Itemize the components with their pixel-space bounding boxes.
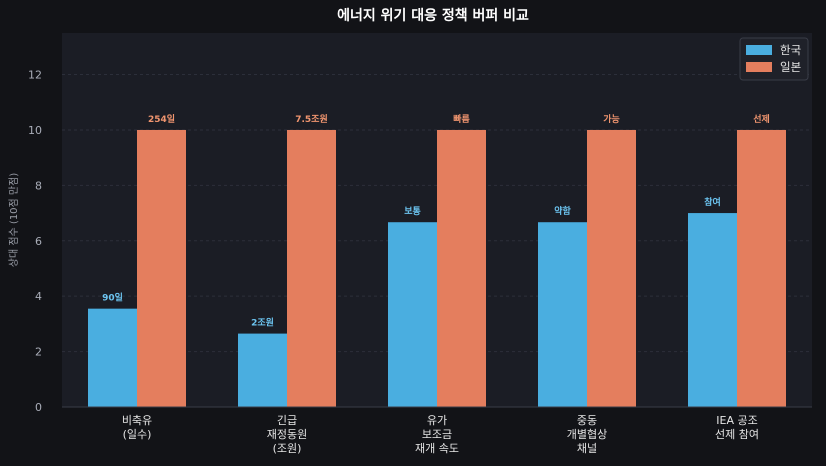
legend-label: 일본 bbox=[780, 60, 801, 74]
y-tick-label: 10 bbox=[28, 124, 42, 137]
x-axis-categories: 비축유 (일수) 긴급 재정동원 (조원) 유가 보조금 재개 속도 중동 개별협상 채널 IEA 공… bbox=[122, 414, 759, 455]
bar-한국-0 bbox=[88, 308, 137, 407]
y-tick-label: 8 bbox=[35, 179, 42, 192]
bar-한국-4 bbox=[688, 213, 737, 407]
data-label: 90일 bbox=[102, 292, 123, 304]
y-tick-label: 4 bbox=[35, 290, 42, 303]
data-label: 가능 bbox=[603, 113, 620, 125]
x-category-label: IEA 공조 선제 참여 bbox=[715, 414, 759, 441]
data-label: 참여 bbox=[704, 196, 721, 208]
x-category-label: 유가 보조금 재개 속도 bbox=[415, 414, 459, 455]
bars bbox=[62, 129, 812, 408]
y-tick-label: 12 bbox=[28, 69, 42, 82]
legend-swatch bbox=[746, 45, 772, 55]
y-tick-label: 6 bbox=[35, 235, 42, 248]
y-axis-label: 상대 점수 (10점 만점) bbox=[8, 173, 20, 268]
y-tick-label: 2 bbox=[35, 346, 42, 359]
bar-일본-2 bbox=[437, 129, 486, 408]
data-label: 보통 bbox=[404, 206, 421, 217]
data-label: 빠름 bbox=[453, 113, 470, 125]
x-category-label: 긴급 재정동원 (조원) bbox=[267, 414, 307, 455]
bar-일본-1 bbox=[287, 129, 336, 408]
bar-한국-3 bbox=[538, 222, 587, 407]
data-label: 7.5조원 bbox=[295, 113, 328, 125]
y-axis-ticks: 0 2 4 6 8 10 12 bbox=[28, 69, 42, 414]
data-label: 2조원 bbox=[251, 317, 274, 329]
y-tick-label: 0 bbox=[35, 401, 42, 414]
x-category-label: 중동 개별협상 채널 bbox=[567, 414, 607, 455]
bar-일본-4 bbox=[737, 129, 786, 408]
legend-swatch bbox=[746, 62, 772, 72]
bar-한국-1 bbox=[238, 333, 287, 407]
data-label: 약함 bbox=[554, 205, 571, 217]
bar-일본-3 bbox=[587, 129, 636, 408]
bar-일본-0 bbox=[137, 129, 186, 408]
chart-title: 에너지 위기 대응 정책 버퍼 비교 bbox=[337, 7, 529, 24]
legend-label: 한국 bbox=[780, 43, 801, 57]
data-label: 선제 bbox=[753, 113, 770, 125]
bar-한국-2 bbox=[388, 222, 437, 407]
data-label: 254일 bbox=[148, 113, 175, 125]
x-category-label: 비축유 (일수) bbox=[122, 414, 152, 441]
